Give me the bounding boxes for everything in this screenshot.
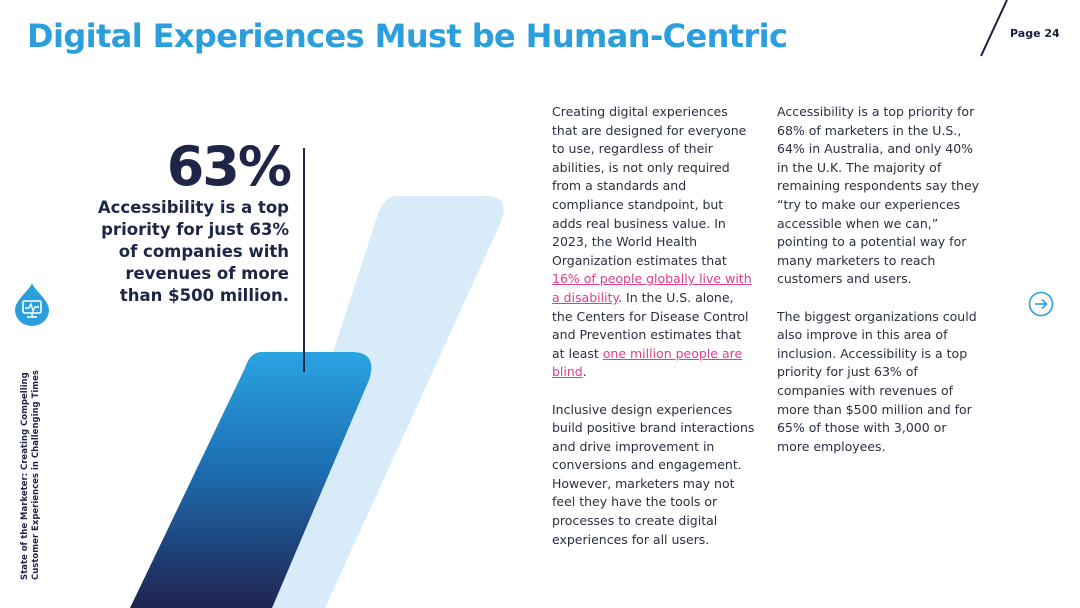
- corner-slash-decoration: [980, 0, 1008, 57]
- report-title-line-1: State of the Marketer: Creating Compelli…: [20, 372, 30, 580]
- stat-divider-line: [303, 148, 305, 372]
- page-number: Page 24: [1010, 27, 1060, 40]
- disability-statistic-link[interactable]: 16% of people globally live with a disab…: [552, 271, 752, 305]
- arrow-right-circle-icon[interactable]: [1028, 291, 1054, 317]
- report-title-vertical: State of the Marketer: Creating Compelli…: [20, 370, 41, 580]
- gradient-blue-band: [130, 352, 372, 608]
- accessibility-monitor-icon: [15, 283, 49, 326]
- column-1-paragraph-2: Inclusive design experiences build posit…: [552, 401, 755, 547]
- body-column-1: Creating digital experiences that are de…: [552, 103, 757, 568]
- page-title: Digital Experiences Must be Human-Centri…: [27, 17, 788, 55]
- stat-value: 63%: [166, 135, 292, 198]
- blindness-statistic-link[interactable]: one million people are blind: [552, 345, 743, 380]
- stat-description: Accessibility is a top priority for just…: [97, 198, 289, 305]
- column-1-paragraph-1: Creating digital experiences that are de…: [552, 104, 752, 380]
- column-2-paragraph-1: Accessibility is a top priority for 68% …: [777, 104, 980, 287]
- watermark: 大数跨境: [6, 577, 90, 601]
- body-column-2: Accessibility is a top priority for 68% …: [777, 103, 982, 475]
- column-2-paragraph-2: The biggest organizations could also imp…: [777, 308, 977, 454]
- report-title-line-2: Customer Experiences in Challenging Time…: [30, 370, 41, 580]
